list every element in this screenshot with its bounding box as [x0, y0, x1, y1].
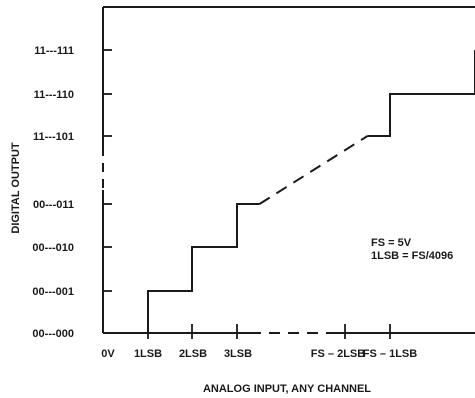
- y-tick-label: 11---101: [33, 131, 74, 143]
- plot-frame: [102, 6, 475, 334]
- data-lines: [103, 50, 475, 334]
- y-tick-label: 00---010: [32, 242, 74, 254]
- y-tick-label: 00---011: [33, 199, 74, 211]
- y-axis-title: DIGITAL OUTPUT: [10, 142, 22, 234]
- x-tick-label: FS – 2LSB: [311, 348, 365, 360]
- x-axis-title: ANALOG INPUT, ANY CHANNEL: [203, 383, 371, 395]
- x-tick-label: 1LSB: [134, 348, 162, 360]
- y-tick-label: 00---000: [32, 328, 74, 340]
- y-tick-label: 11---110: [34, 89, 74, 101]
- x-tick-label: 2LSB: [179, 348, 207, 360]
- staircase-lower: [103, 203, 260, 334]
- y-axis-ticks: 00---000 00---001 00---010 00---011 11---101…: [32, 45, 112, 340]
- y-tick-label: 00---001: [32, 286, 74, 298]
- staircase-dashed-segment: [258, 135, 369, 205]
- x-tick-label: FS – 1LSB: [363, 348, 417, 360]
- annotation-lsb: 1LSB = FS/4096: [371, 250, 453, 262]
- staircase-upper: [367, 50, 475, 137]
- y-tick-label: 11---111: [34, 45, 74, 57]
- x-tick-label: 3LSB: [224, 348, 252, 360]
- annotation-fs: FS = 5V: [371, 237, 412, 249]
- x-tick-label: 0V: [101, 348, 115, 360]
